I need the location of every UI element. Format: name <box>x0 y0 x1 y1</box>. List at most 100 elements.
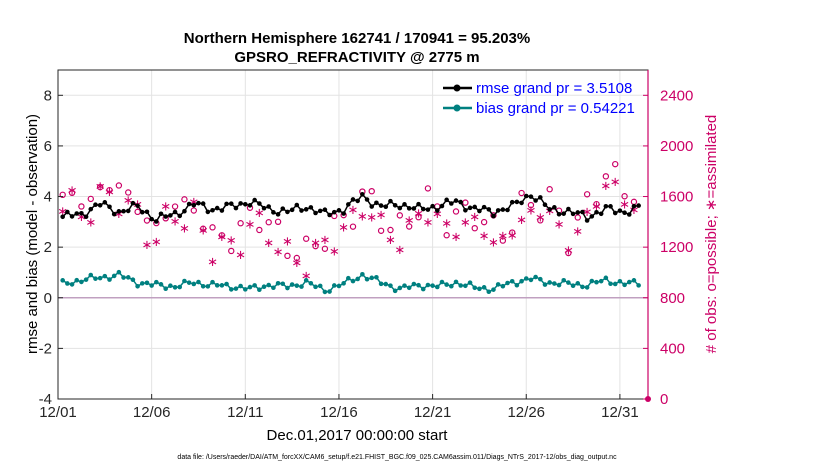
bias-point <box>266 282 272 288</box>
rmse-point <box>355 198 360 204</box>
rmse-point <box>125 208 131 214</box>
rmse-point <box>378 203 384 208</box>
obs-assimilated-marker: ∗ <box>123 193 134 208</box>
bias-point <box>83 277 89 282</box>
obs-possible-marker <box>452 208 460 215</box>
bias-point <box>608 281 613 287</box>
obs-assimilated-marker: ∗ <box>432 207 443 222</box>
obs-assimilated-marker: ∗ <box>216 230 227 245</box>
bias-point <box>149 283 154 288</box>
rmse-point <box>453 198 459 203</box>
rmse-point <box>439 203 445 209</box>
x-tick-label: 12/26 <box>507 404 545 421</box>
rmse-point <box>116 209 122 214</box>
obs-possible-marker <box>593 200 600 208</box>
obs-assimilated-marker: ∗ <box>441 217 452 232</box>
rmse-point <box>523 193 529 199</box>
bias-point <box>566 280 571 285</box>
rmse-point <box>491 213 496 219</box>
bias-point <box>228 287 234 292</box>
rmse-point <box>374 200 379 206</box>
obs-assimilated-marker: ∗ <box>525 203 536 218</box>
bias-point <box>294 283 300 288</box>
y-axis-label: rmse and bias (model - observation) <box>24 114 41 354</box>
obs-assimilated-marker: ∗ <box>366 211 377 226</box>
obs-assimilated-marker: ∗ <box>535 211 546 226</box>
bias-point <box>186 280 192 285</box>
bias-point <box>285 285 290 291</box>
obs-assimilated-marker: ∗ <box>245 217 256 232</box>
rmse-point <box>322 207 328 213</box>
bias-point <box>570 283 576 288</box>
rmse-point <box>608 204 613 209</box>
rmse-point <box>486 207 492 212</box>
obs-possible-marker <box>87 195 94 203</box>
bias-point <box>439 279 445 285</box>
y2-tick-label: 800 <box>660 290 685 307</box>
obs-assimilated-marker: ∗ <box>151 235 162 250</box>
y2-tick-label: 2000 <box>660 138 693 155</box>
bias-point <box>219 283 225 288</box>
bias-point <box>303 278 309 283</box>
rmse-point <box>158 211 164 217</box>
bias-point <box>102 273 108 279</box>
bias-point <box>238 283 243 289</box>
rmse-point <box>139 209 145 215</box>
x-tick-label: 12/11 <box>227 404 263 421</box>
bias-point <box>369 275 375 281</box>
rmse-point <box>509 199 515 205</box>
obs-assimilated-marker: ∗ <box>104 185 115 200</box>
bias-point <box>449 283 454 289</box>
rmse-point <box>285 209 290 215</box>
obs-assimilated-marker: ∗ <box>497 229 508 244</box>
y-tick-label: 8 <box>44 87 52 104</box>
y-tick-label: 0 <box>44 290 52 307</box>
obs-possible-marker <box>115 182 123 189</box>
obs-possible-marker <box>387 226 394 234</box>
series-lines <box>60 192 641 295</box>
legend-bias-marker <box>453 104 461 112</box>
bias-point <box>111 273 117 279</box>
bias-point <box>411 281 417 287</box>
bias-point <box>528 277 534 283</box>
bias-point <box>458 283 463 288</box>
rmse-point <box>477 208 482 214</box>
rmse-point <box>149 216 154 222</box>
rmse-point <box>97 203 103 208</box>
obs-assimilated-marker: ∗ <box>198 223 209 238</box>
bias-point <box>116 269 122 275</box>
rmse-point <box>172 209 178 215</box>
bias-point <box>383 281 389 287</box>
bias-point <box>598 278 604 284</box>
obs-assimilated-marker: ∗ <box>460 216 471 231</box>
bias-point <box>631 278 637 283</box>
rmse-point <box>163 214 168 219</box>
obs-possible-marker <box>546 186 553 193</box>
rmse-point <box>65 209 70 215</box>
rmse-point <box>617 208 623 213</box>
rmse-point <box>186 201 192 207</box>
obs-assimilated-marker: ∗ <box>142 238 153 253</box>
rmse-point <box>528 194 534 199</box>
bias-point <box>626 279 632 285</box>
bias-point <box>313 284 318 290</box>
y-tick-label: 6 <box>44 138 52 155</box>
x-tick-label: 12/06 <box>133 404 171 421</box>
rmse-point <box>88 206 94 212</box>
rmse-point <box>430 203 435 209</box>
rmse-point <box>364 197 370 202</box>
rmse-point <box>294 202 300 208</box>
rmse-point <box>626 212 632 217</box>
obs-assimilated-marker: ∗ <box>507 229 518 244</box>
bias-point <box>168 283 173 289</box>
rmse-point <box>289 207 295 213</box>
y2-tick-label: 1200 <box>660 239 693 256</box>
obs-assimilated-marker: ∗ <box>57 205 68 220</box>
obs-assimilated-marker: ∗ <box>282 234 293 249</box>
obs-possible-marker <box>621 193 628 200</box>
y-tick-label: -2 <box>39 340 52 357</box>
bias-point <box>144 280 150 286</box>
obs-possible-marker <box>256 226 263 234</box>
